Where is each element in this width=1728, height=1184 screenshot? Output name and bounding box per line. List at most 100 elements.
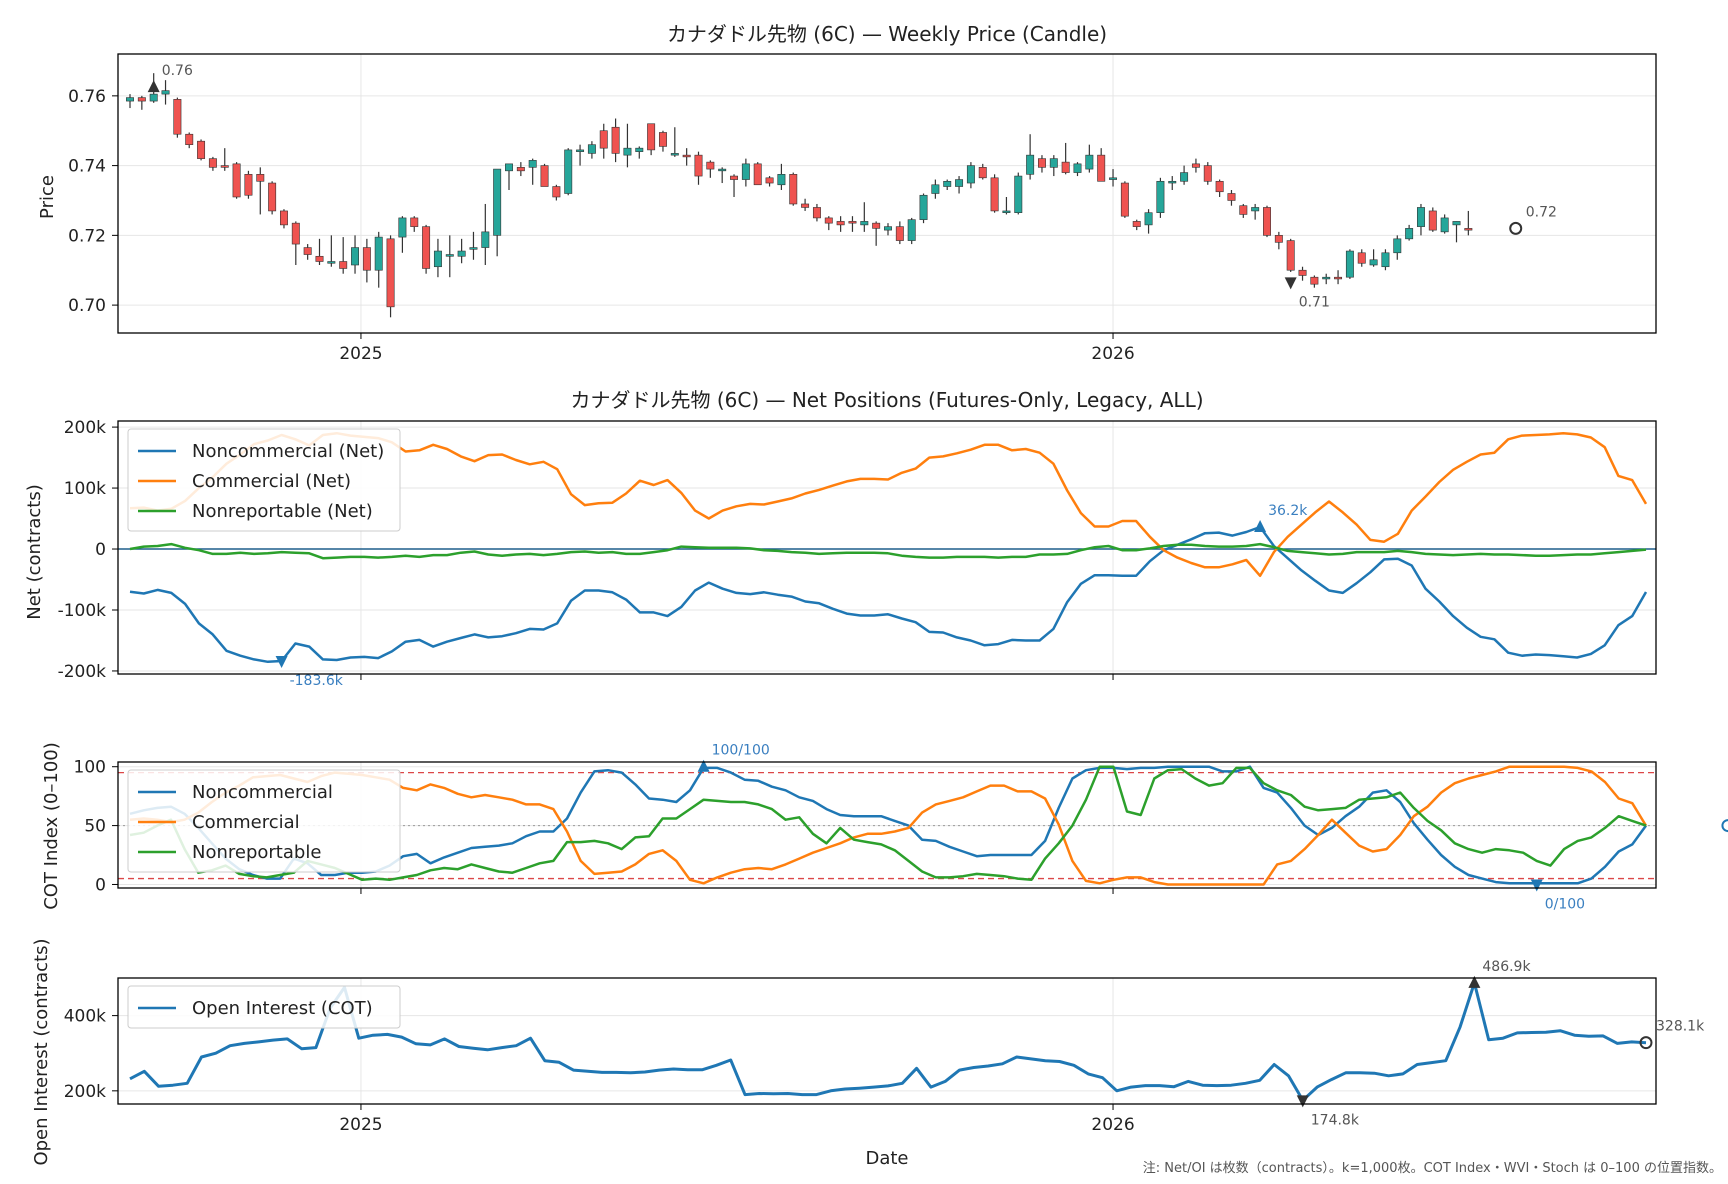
candle-body (1215, 180, 1224, 193)
oi-legend-label: Open Interest (COT) (192, 998, 373, 1019)
price-y-tick-label: 0.72 (68, 226, 106, 246)
candle-body (966, 165, 975, 184)
candle-body (682, 154, 691, 158)
candle-body (327, 261, 336, 264)
candle-body (445, 254, 454, 257)
cot-legend-label: Nonreportable (192, 842, 321, 863)
candle-body (694, 154, 703, 177)
candle-body (1274, 235, 1283, 243)
net-y-tick-label: -100k (58, 601, 107, 621)
candle-body (1322, 276, 1331, 280)
net-series-line-1 (129, 525, 1648, 664)
candle-body (836, 221, 845, 226)
candle-body (848, 221, 857, 224)
candle-body (303, 247, 312, 255)
candle-body (410, 217, 419, 227)
oi-y-axis-label: Open Interest (contracts) (31, 938, 52, 1165)
price-annotation-label: 0.76 (162, 63, 193, 79)
price-y-axis-label: Price (37, 175, 58, 219)
price-panel: カナダドル先物 (6C) — Weekly Price (Candle) Pri… (37, 22, 1657, 364)
open-interest-panel: Open Interest (contracts) 2025 2026 200k 40… (31, 938, 1705, 1169)
candle-body (433, 250, 442, 268)
candle-body (1156, 180, 1165, 213)
candle-body (268, 182, 277, 212)
net-y-tick-label: 0 (95, 540, 106, 560)
candle-body (398, 217, 407, 238)
candle-body (777, 174, 786, 186)
candle-body (149, 93, 158, 102)
cot-legend-box (127, 769, 401, 873)
candle-body (1310, 276, 1319, 285)
cot-y-tick-label: 50 (84, 817, 106, 837)
candle-body (611, 126, 620, 154)
candle-body (789, 174, 798, 205)
oi-plot-frame (117, 977, 1657, 1105)
candle-body (185, 133, 194, 145)
candle-body (919, 194, 928, 220)
candle-body (505, 163, 513, 172)
oi-annotation-label: 328.1k (1656, 1019, 1705, 1035)
net-legend-label: Commercial (Net) (192, 471, 351, 492)
net-y-tick-label: 200k (64, 418, 106, 438)
candle-body (706, 161, 715, 170)
candle-body (1026, 154, 1035, 175)
net-plot-frame (117, 420, 1657, 675)
x-axis-label-date: Date (865, 1148, 908, 1169)
oi-legend-box (127, 985, 401, 1029)
candle-body (1144, 212, 1153, 226)
candle-body (1405, 228, 1414, 240)
price-x-tick-label: 2025 (339, 344, 382, 364)
cot-annotation-marker (1721, 819, 1728, 833)
oi-y-tick-label: 400k (64, 1007, 106, 1027)
candle-body (516, 167, 525, 172)
candle-body (1002, 210, 1011, 213)
candle-body (824, 217, 833, 224)
candle-body (1191, 163, 1200, 168)
candle-body (872, 222, 881, 229)
net-positions-chart-title: カナダドル先物 (6C) — Net Positions (Futures-On… (570, 388, 1203, 412)
candle-body (860, 221, 869, 226)
candle-body (955, 179, 964, 187)
candle-body (1263, 207, 1271, 236)
candle-body (1085, 154, 1094, 170)
candle-body (623, 147, 632, 156)
candle-body (576, 149, 585, 152)
candle-body (587, 144, 596, 154)
candle-body (481, 231, 490, 248)
net-legend: Noncommercial (Net) Commercial (Net) Nonre… (127, 428, 401, 532)
candle-body (161, 90, 170, 95)
candle-body (1251, 207, 1260, 212)
candle-body (137, 97, 146, 102)
candle-body (730, 175, 739, 180)
candle-body (1286, 240, 1295, 271)
oi-x-tick-label: 2025 (339, 1115, 382, 1135)
candle-body (658, 132, 667, 147)
price-annotation-label: 0.71 (1299, 294, 1330, 310)
candle-body (599, 130, 608, 149)
price-annotation-marker (1284, 277, 1297, 290)
candle-body (1452, 221, 1461, 226)
candle-body (1049, 158, 1058, 168)
footnote: 注: Net/OI は枚数（contracts）。k=1,000枚。COT In… (1143, 1161, 1722, 1176)
candle-body (765, 177, 774, 184)
candle-body (552, 186, 561, 198)
candle-body (741, 163, 750, 180)
candle-body (1428, 210, 1437, 231)
candle-body (528, 160, 537, 168)
candle-body (1061, 161, 1070, 173)
cot-legend-label: Noncommercial (192, 782, 333, 803)
candle-body (718, 168, 727, 172)
candle-body (386, 238, 395, 308)
oi-series-line-1 (129, 981, 1647, 1102)
net-annotation-marker (275, 655, 288, 668)
candle-body (1037, 158, 1046, 168)
cot-legend: Noncommercial Commercial Nonreportable (127, 769, 401, 873)
candle-body (1180, 172, 1189, 182)
candle-body (351, 247, 360, 266)
candle-body (895, 226, 904, 241)
candle-body (978, 167, 987, 179)
cot-legend-label: Commercial (192, 812, 300, 833)
net-positions-panel: カナダドル先物 (6C) — Net Positions (Futures-On… (24, 388, 1657, 689)
candle-body (208, 158, 217, 168)
candle-body (990, 177, 999, 212)
